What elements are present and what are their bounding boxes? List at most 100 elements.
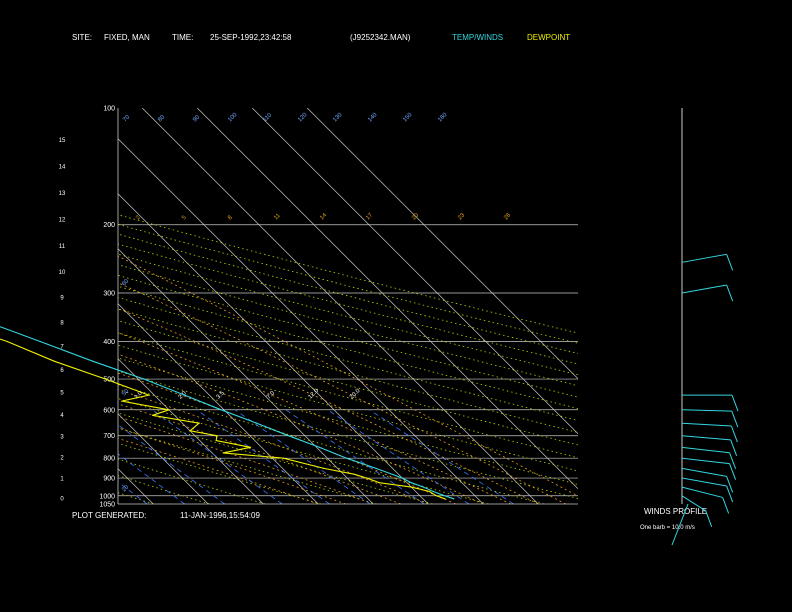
dry-adiabat-label: 120 <box>297 112 309 124</box>
wind-barb-staff <box>681 486 723 498</box>
wind-barb <box>726 485 734 503</box>
mixing-ratio-line <box>196 409 330 504</box>
pressure-label-100: 100 <box>103 106 115 113</box>
mixing-ratio-label: 1.0 <box>133 390 144 401</box>
moist-adiabat <box>118 389 429 504</box>
dewpoint-point <box>250 446 252 448</box>
dry-adiabat <box>118 427 377 504</box>
mixing-ratio-line <box>151 409 283 504</box>
isotherm-line <box>118 138 484 504</box>
mixing-ratio-line <box>118 453 185 504</box>
wind-barb-staff <box>681 253 727 263</box>
mixing-ratio-line <box>285 409 425 504</box>
wind-barb <box>705 510 713 527</box>
moist-adiabat-label: 5 <box>181 214 188 221</box>
dry-adiabat <box>118 492 154 504</box>
moist-adiabat-label: 8 <box>227 214 234 221</box>
temperature-point <box>453 498 455 500</box>
isotherm-line <box>141 108 539 504</box>
wind-barb <box>731 410 739 428</box>
pressure-label-700: 700 <box>103 433 115 440</box>
dry-adiabat <box>118 297 578 421</box>
dry-adiabat <box>118 308 578 433</box>
time-value: 25-SEP-1992,23:42:58 <box>210 33 292 42</box>
dewpoint-point <box>6 340 8 343</box>
mixing-ratio-line <box>234 409 371 504</box>
plot-area <box>0 108 578 504</box>
dry-adiabat <box>118 320 578 446</box>
legend-temp-winds: TEMP/WINDS <box>452 33 503 42</box>
isotherm-line <box>196 108 578 490</box>
isotherm-line <box>251 108 578 435</box>
pressure-label-400: 400 <box>103 339 115 346</box>
height-label-8: 8 <box>60 320 64 326</box>
moist-adiabat <box>118 353 484 504</box>
mixing-ratio-label: 3.5 <box>216 390 227 401</box>
height-label-2: 2 <box>60 456 64 462</box>
isotherm-line <box>118 468 154 504</box>
height-label-14: 14 <box>59 164 66 170</box>
dry-adiabat <box>118 370 578 499</box>
pressure-label-300: 300 <box>103 291 115 298</box>
wind-barb-staff <box>681 495 706 512</box>
dry-adiabat-label: 60 <box>121 278 130 287</box>
height-label-7: 7 <box>60 344 64 350</box>
dry-adiabat <box>118 233 578 354</box>
dewpoint-point <box>444 498 446 500</box>
wind-profile <box>671 108 739 546</box>
wind-barb <box>726 284 734 302</box>
wind-barb <box>726 476 734 493</box>
dry-adiabat <box>118 384 545 504</box>
dewpoint-point <box>215 439 217 442</box>
background-lines <box>0 108 578 505</box>
isotherm-line <box>118 358 264 504</box>
pressure-label-1050: 1050 <box>99 502 115 509</box>
pressure-label-600: 600 <box>103 407 115 414</box>
moist-adiabat <box>118 282 566 504</box>
isotherm-line <box>0 108 43 504</box>
isotherm-line <box>118 413 209 504</box>
wind-barb-staff <box>681 435 731 441</box>
temperature-point <box>39 340 41 343</box>
site-label: SITE: <box>72 33 92 42</box>
dry-adiabat <box>118 223 578 344</box>
mixing-ratio-line <box>327 409 470 504</box>
dry-adiabat <box>118 458 266 504</box>
wind-surface-tail <box>671 503 689 546</box>
height-label-12: 12 <box>59 217 66 223</box>
height-label-1: 1 <box>60 476 64 482</box>
mixing-ratio-line <box>118 481 148 504</box>
dry-adiabat-label: 150 <box>402 112 414 124</box>
dry-adiabat <box>118 357 578 485</box>
dry-adiabat-label: 160 <box>437 112 449 124</box>
dewpoint-point <box>216 435 218 437</box>
pressure-label-900: 900 <box>103 476 115 483</box>
dewpoint-point <box>365 477 368 479</box>
temperature-point <box>410 482 412 484</box>
temperature-point <box>256 422 258 424</box>
dry-adiabat <box>118 344 578 472</box>
moist-adiabat <box>118 255 578 497</box>
temperature-point <box>184 394 186 396</box>
wind-barb <box>722 497 730 514</box>
dry-adiabat-label: 20 <box>121 484 130 493</box>
mixing-ratio-label: 20.0 <box>349 388 362 401</box>
height-label-10: 10 <box>59 270 66 276</box>
pressure-label-800: 800 <box>103 456 115 463</box>
moist-adiabat <box>118 427 346 504</box>
temperature-point <box>92 360 94 362</box>
pressure-label-200: 200 <box>103 222 115 229</box>
dry-adiabat <box>118 398 489 504</box>
wind-barb <box>729 463 737 480</box>
dry-adiabat-label: 100 <box>227 112 239 124</box>
dewpoint-point <box>151 414 154 416</box>
wind-barb-staff <box>681 446 730 454</box>
dry-adiabat <box>118 442 322 504</box>
isotherm-line <box>118 303 319 504</box>
winds-profile-note: One barb = 10.0 m/s <box>640 525 695 531</box>
dewpoint-point <box>104 378 106 380</box>
plot-generated-value: 11-JAN-1996,15:54:09 <box>180 511 260 520</box>
isotherm-line <box>118 248 374 504</box>
wind-barb-staff <box>681 284 727 294</box>
moist-adiabat-label: 11 <box>273 212 282 221</box>
